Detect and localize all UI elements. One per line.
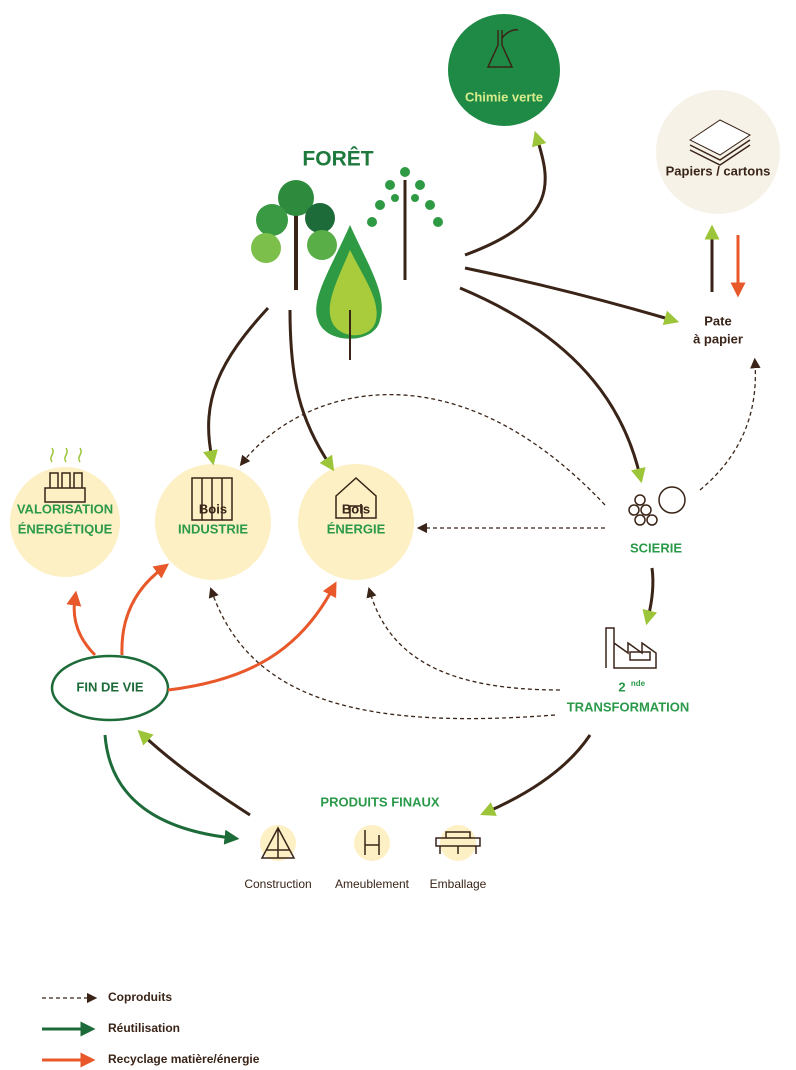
product-icon-bg	[440, 825, 476, 861]
product-label: Emballage	[430, 877, 487, 891]
node-label-superscript: nde	[631, 679, 646, 688]
node-label: Bois	[199, 501, 227, 516]
chimie-circle	[448, 14, 560, 126]
node-label: ÉNERGIE	[327, 521, 386, 536]
node-label: Papiers / cartons	[666, 163, 771, 178]
node-label: VALORISATION	[17, 501, 113, 516]
node-label: 2	[618, 679, 625, 694]
node-label: Chimie verte	[465, 89, 543, 104]
legend: Coproduits Réutilisation Recyclage matiè…	[42, 990, 260, 1066]
node-label: à papier	[693, 331, 743, 346]
forest-title: FORÊT	[302, 147, 373, 171]
factory-icon	[606, 628, 656, 668]
node-label: TRANSFORMATION	[567, 699, 690, 714]
product-label: Construction	[244, 877, 311, 891]
product-label: Ameublement	[335, 877, 410, 891]
product-icon-bg	[354, 825, 390, 861]
legend-label: Coproduits	[108, 990, 172, 1004]
node-label: ÉNERGÉTIQUE	[18, 521, 113, 536]
diagram: FORÊT Chimie verte Papiers / cartons Pat…	[0, 0, 796, 1070]
legend-label: Recyclage matière/énergie	[108, 1052, 260, 1066]
node-label: Bois	[342, 501, 370, 516]
node-label: INDUSTRIE	[178, 521, 248, 536]
forest-illustration	[251, 167, 443, 360]
legend-label: Réutilisation	[108, 1021, 180, 1035]
node-label: FIN DE VIE	[76, 679, 144, 694]
node-label: Pate	[704, 313, 731, 328]
products-title: PRODUITS FINAUX	[320, 794, 440, 809]
scierie-icon	[629, 487, 685, 525]
node-label: SCIERIE	[630, 540, 682, 555]
